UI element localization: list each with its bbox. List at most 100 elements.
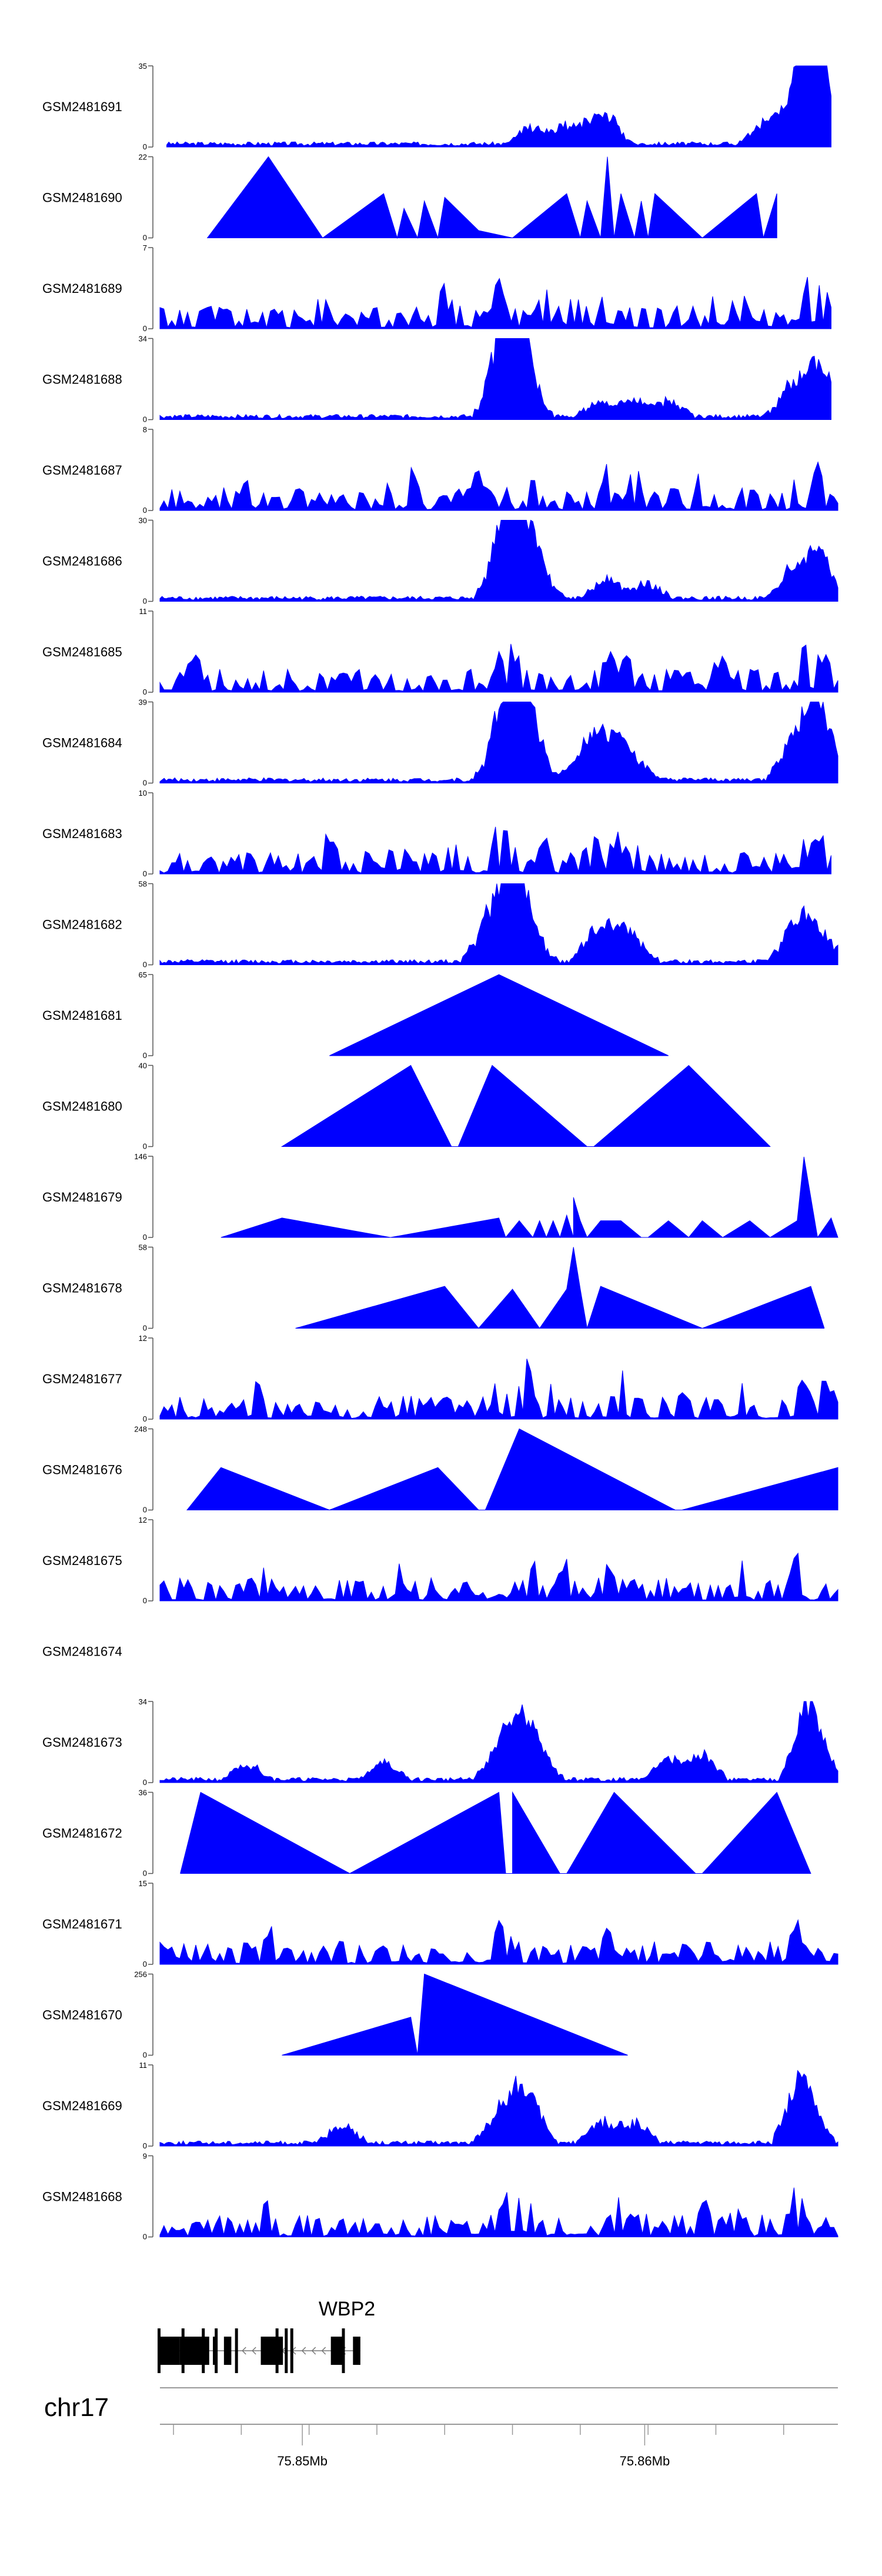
- track-label: GSM2481682: [42, 917, 122, 932]
- exon: [353, 2337, 360, 2365]
- track-GSM2481680: GSM2481680 40 0: [42, 1062, 771, 1151]
- track-label: GSM2481672: [42, 1826, 122, 1841]
- y-min-label: 0: [143, 1869, 147, 1878]
- gene-label: WBP2: [319, 2298, 375, 2320]
- track-GSM2481687: GSM2481687 8 0: [42, 425, 838, 515]
- track-label: GSM2481681: [42, 1008, 122, 1023]
- track-GSM2481679: GSM2481679 146 0: [42, 1152, 838, 1242]
- y-min-label: 0: [143, 2141, 147, 2150]
- coverage-area: [159, 1552, 838, 1601]
- y-max-label: 11: [139, 607, 148, 616]
- track-GSM2481676: GSM2481676 248 0: [42, 1425, 838, 1514]
- track-GSM2481689: GSM2481689 7 0: [42, 243, 832, 333]
- y-min-label: 0: [143, 324, 147, 333]
- y-min-label: 0: [143, 233, 147, 242]
- y-min-label: 0: [143, 1960, 147, 1968]
- y-max-label: 22: [139, 153, 147, 162]
- y-max-label: 58: [139, 880, 147, 889]
- track-label: GSM2481679: [42, 1190, 122, 1204]
- strand-arrow: [321, 2347, 326, 2355]
- track-label: GSM2481677: [42, 1372, 122, 1386]
- y-max-label: 58: [139, 1243, 147, 1252]
- coverage-area: [180, 1791, 811, 1874]
- track-GSM2481671: GSM2481671 15 0: [42, 1879, 838, 1968]
- exon-boundary: [290, 2328, 293, 2373]
- y-min-label: 0: [143, 1324, 147, 1333]
- y-max-label: 256: [134, 1970, 147, 1979]
- track-label: GSM2481678: [42, 1281, 122, 1296]
- track-GSM2481682: GSM2481682 58 0: [42, 880, 838, 969]
- track-GSM2481669: GSM2481669 11 0: [42, 2061, 838, 2150]
- track-label: GSM2481690: [42, 191, 122, 205]
- y-min-label: 0: [143, 1414, 147, 1423]
- track-label: GSM2481691: [42, 99, 122, 114]
- track-GSM2481677: GSM2481677 12 0: [42, 1334, 838, 1423]
- track-label: GSM2481684: [42, 736, 122, 750]
- y-max-label: 34: [139, 335, 147, 343]
- track-label: GSM2481674: [42, 1644, 122, 1659]
- coverage-area: [159, 702, 838, 783]
- track-label: GSM2481671: [42, 1917, 122, 1931]
- track-label: GSM2481685: [42, 645, 122, 659]
- exon-boundary: [342, 2328, 345, 2373]
- y-min-label: 0: [143, 506, 147, 515]
- y-min-label: 0: [143, 779, 147, 788]
- coverage-area: [159, 1359, 838, 1420]
- exon-boundary: [235, 2328, 238, 2373]
- track-label: GSM2481668: [42, 2190, 122, 2204]
- y-max-label: 8: [143, 425, 147, 434]
- tracks-group: GSM2481691350GSM2481690220GSM248168970GS…: [42, 62, 838, 2241]
- track-GSM2481670: GSM2481670 256 0: [42, 1970, 628, 2060]
- y-max-label: 11: [139, 2061, 148, 2070]
- track-label: GSM2481673: [42, 1735, 122, 1750]
- coverage-area: [186, 1428, 838, 1511]
- y-min-label: 0: [143, 1778, 147, 1787]
- coverage-area: [159, 883, 838, 965]
- strand-arrow: [311, 2347, 316, 2355]
- chromosome-label: chr17: [44, 2393, 109, 2422]
- y-min-label: 0: [143, 1051, 147, 1060]
- track-GSM2481690: GSM2481690 22 0: [42, 153, 777, 242]
- exon: [158, 2337, 180, 2365]
- track-GSM2481672: GSM2481672 36 0: [42, 1788, 811, 1878]
- track-label: GSM2481688: [42, 372, 122, 387]
- y-min-label: 0: [143, 960, 147, 969]
- track-label: GSM2481675: [42, 1553, 122, 1568]
- coverage-area: [159, 2070, 838, 2147]
- track-GSM2481683: GSM2481683 10 0: [42, 789, 831, 878]
- track-label: GSM2481683: [42, 826, 122, 841]
- coverage-area: [282, 1973, 628, 2056]
- track-label: GSM2481670: [42, 2008, 122, 2023]
- exon-boundary: [215, 2328, 218, 2373]
- exon: [223, 2337, 232, 2365]
- y-min-label: 0: [143, 1142, 147, 1151]
- y-min-label: 0: [143, 2233, 147, 2241]
- track-label: GSM2481676: [42, 1463, 122, 1477]
- y-max-label: 248: [134, 1425, 147, 1434]
- gene-track: WBP2: [158, 2298, 375, 2373]
- exon-boundary: [181, 2328, 185, 2373]
- y-max-label: 40: [139, 1062, 147, 1070]
- y-max-label: 12: [139, 1516, 147, 1524]
- coverage-area: [159, 1918, 838, 1965]
- y-max-label: 7: [143, 243, 147, 252]
- track-label: GSM2481686: [42, 554, 122, 569]
- coverage-area: [220, 1156, 838, 1239]
- y-min-label: 0: [143, 869, 147, 878]
- coverage-area: [159, 276, 832, 329]
- coverage-area: [159, 461, 838, 511]
- coverage-area: [295, 1247, 825, 1329]
- y-min-label: 0: [143, 1596, 147, 1605]
- axis-tick-label: 75.85Mb: [277, 2454, 328, 2468]
- exon-boundary: [202, 2328, 205, 2373]
- track-label: GSM2481669: [42, 2098, 122, 2113]
- exon-boundary: [158, 2328, 161, 2373]
- y-max-label: 30: [139, 516, 147, 525]
- y-max-label: 39: [139, 698, 147, 707]
- coverage-area: [159, 1701, 838, 1783]
- y-min-label: 0: [143, 597, 147, 606]
- track-GSM2481686: GSM2481686 30 0: [42, 516, 838, 606]
- strand-arrow: [252, 2347, 256, 2355]
- strand-arrow: [301, 2347, 306, 2355]
- track-GSM2481684: GSM2481684 39 0: [42, 698, 838, 788]
